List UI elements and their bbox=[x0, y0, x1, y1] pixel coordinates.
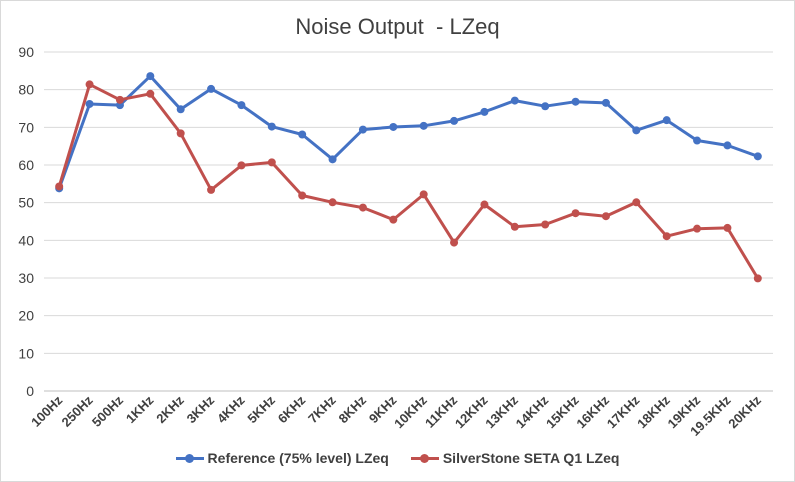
legend-item-silverstone: SilverStone SETA Q1 LZeq bbox=[410, 450, 620, 466]
y-tick-label: 30 bbox=[18, 270, 34, 286]
data-point bbox=[389, 122, 398, 131]
data-point bbox=[541, 220, 550, 229]
legend-label-silverstone: SilverStone SETA Q1 LZeq bbox=[442, 450, 620, 466]
data-point bbox=[693, 224, 702, 233]
legend-swatch-reference bbox=[175, 452, 204, 464]
x-tick-label: 500Hz bbox=[89, 392, 127, 430]
data-point bbox=[358, 203, 367, 212]
series-line bbox=[57, 74, 759, 189]
data-point bbox=[176, 129, 185, 138]
x-tick-label: 6KHz bbox=[275, 392, 309, 426]
y-tick-label: 90 bbox=[18, 44, 34, 60]
data-point bbox=[723, 141, 732, 150]
data-point bbox=[146, 72, 155, 81]
x-tick-label: 18KHz bbox=[634, 392, 673, 431]
y-tick-label: 10 bbox=[18, 345, 34, 361]
data-point bbox=[237, 161, 246, 170]
data-point bbox=[450, 238, 459, 247]
data-point bbox=[298, 130, 307, 139]
data-point bbox=[328, 198, 337, 207]
data-point bbox=[176, 105, 185, 114]
x-tick-label: 13KHz bbox=[482, 392, 521, 431]
legend-item-reference: Reference (75% level) LZeq bbox=[175, 450, 389, 466]
x-tick-label: 17KHz bbox=[604, 392, 643, 431]
x-tick-label: 10KHz bbox=[391, 392, 430, 431]
x-tick-label: 20KHz bbox=[725, 392, 764, 431]
data-point bbox=[267, 158, 276, 167]
gridlines bbox=[44, 51, 773, 392]
legend-swatch-silverstone bbox=[410, 452, 439, 464]
x-tick-label: 4KHz bbox=[214, 392, 248, 426]
y-axis-ticks: 0 10 20 30 40 50 60 70 80 90 bbox=[18, 44, 34, 399]
data-point bbox=[753, 274, 762, 283]
data-point bbox=[207, 84, 216, 93]
data-point bbox=[419, 190, 428, 199]
data-point bbox=[571, 209, 580, 218]
data-point bbox=[480, 107, 489, 116]
data-point bbox=[693, 136, 702, 145]
data-point bbox=[298, 191, 307, 200]
data-point bbox=[85, 80, 94, 89]
data-point bbox=[510, 96, 519, 105]
x-tick-label: 12KHz bbox=[452, 392, 491, 431]
chart-title: Noise Output - LZeq bbox=[295, 14, 500, 39]
x-tick-label: 1KHz bbox=[123, 392, 157, 426]
data-point bbox=[419, 121, 428, 130]
series-group bbox=[55, 72, 762, 283]
data-point bbox=[601, 212, 610, 221]
data-point bbox=[267, 122, 276, 131]
data-point bbox=[723, 223, 732, 232]
series-line bbox=[57, 82, 760, 280]
y-tick-label: 0 bbox=[26, 383, 34, 399]
x-tick-label: 8KHz bbox=[335, 392, 369, 426]
data-point bbox=[85, 99, 94, 108]
data-point bbox=[115, 95, 124, 104]
y-tick-label: 20 bbox=[18, 308, 34, 324]
x-axis-ticks: 100Hz250Hz500Hz1KHz2KHz3KHz4KHz5KHz6KHz7… bbox=[28, 392, 764, 439]
data-point bbox=[510, 222, 519, 231]
y-tick-label: 60 bbox=[18, 157, 34, 173]
data-point bbox=[55, 182, 64, 191]
data-point bbox=[358, 125, 367, 134]
x-tick-label: 250Hz bbox=[59, 392, 97, 430]
y-tick-label: 40 bbox=[18, 232, 34, 248]
data-point bbox=[480, 200, 489, 209]
data-point bbox=[450, 116, 459, 125]
legend: Reference (75% level) LZeq SilverStone S… bbox=[0, 450, 795, 466]
data-point bbox=[541, 102, 550, 111]
data-point bbox=[571, 97, 580, 106]
y-tick-label: 80 bbox=[18, 82, 34, 98]
y-tick-label: 50 bbox=[18, 195, 34, 211]
x-tick-label: 7KHz bbox=[305, 392, 339, 426]
x-tick-label: 2KHz bbox=[153, 392, 187, 426]
data-point bbox=[632, 126, 641, 135]
data-point bbox=[662, 116, 671, 125]
x-tick-label: 16KHz bbox=[573, 392, 612, 431]
data-point bbox=[207, 185, 216, 194]
x-tick-label: 15KHz bbox=[543, 392, 582, 431]
x-tick-label: 3KHz bbox=[184, 392, 218, 426]
x-tick-label: 14KHz bbox=[513, 392, 552, 431]
data-point bbox=[328, 155, 337, 164]
x-tick-label: 11KHz bbox=[422, 392, 461, 431]
x-tick-label: 5KHz bbox=[244, 392, 278, 426]
y-tick-label: 70 bbox=[18, 119, 34, 135]
data-point bbox=[601, 98, 610, 107]
data-point bbox=[632, 198, 641, 207]
data-point bbox=[389, 215, 398, 224]
legend-label-reference: Reference (75% level) LZeq bbox=[207, 450, 389, 466]
data-point bbox=[146, 89, 155, 98]
data-point bbox=[237, 101, 246, 110]
data-point bbox=[753, 152, 762, 161]
data-point bbox=[662, 232, 671, 241]
